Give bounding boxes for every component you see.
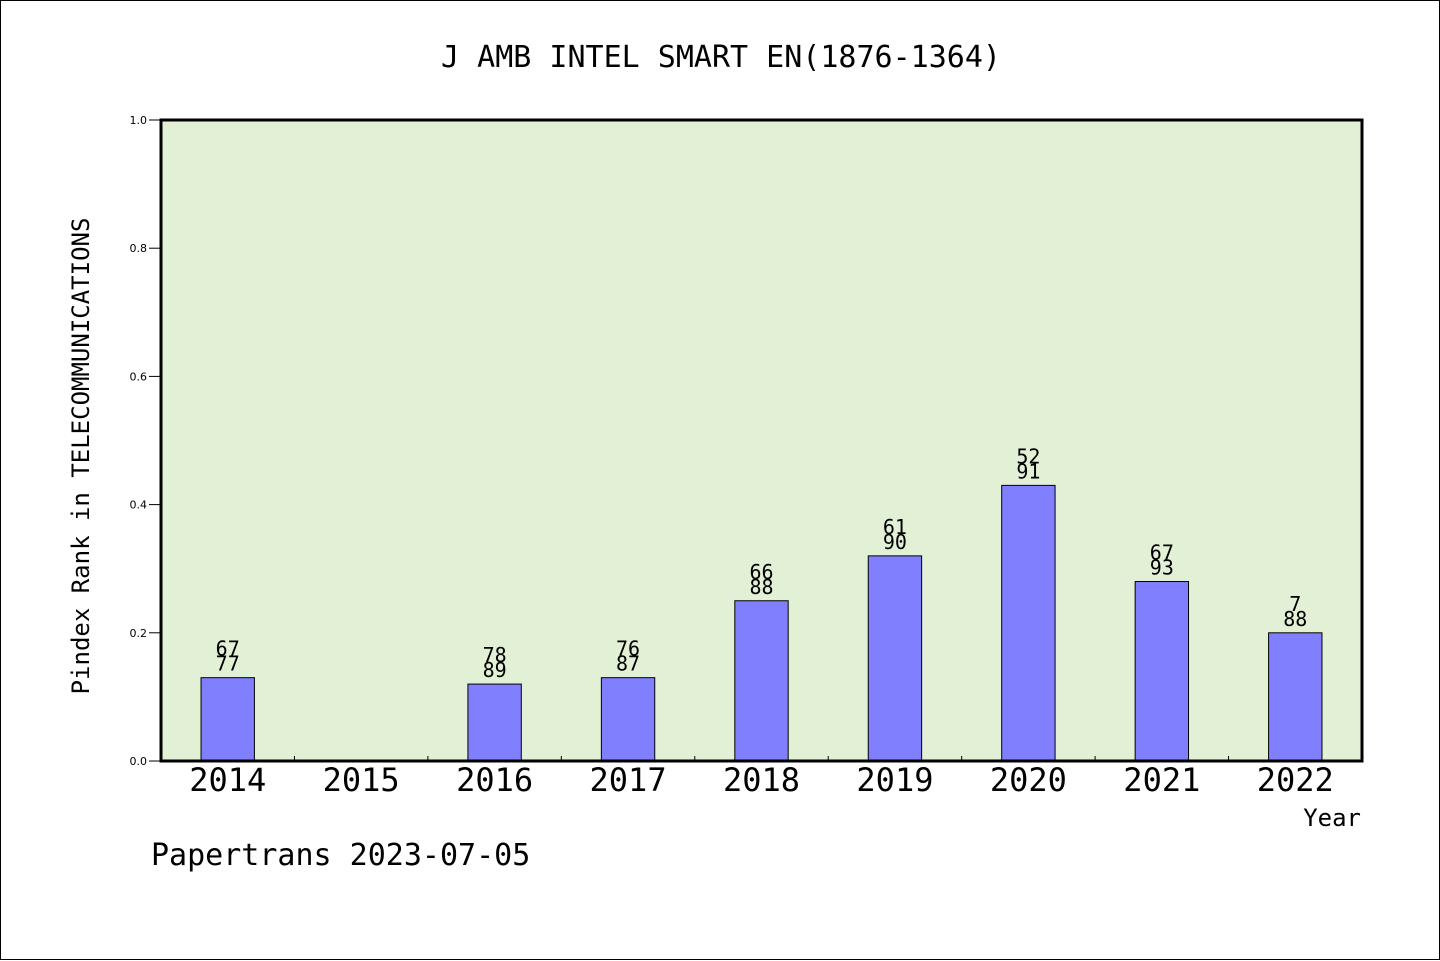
- x-tick-label-2018: 2018: [723, 761, 800, 799]
- bar-label-bottom-2016: 89: [483, 658, 507, 682]
- bar-label-bottom-2019: 90: [883, 530, 907, 554]
- bar-label-bottom-2021: 93: [1150, 556, 1174, 580]
- y-tick-label-0.8: 0.8: [130, 242, 148, 255]
- y-axis-label: Pindex Rank in TELECOMMUNICATIONS: [67, 218, 95, 695]
- x-tick-label-2021: 2021: [1123, 761, 1200, 799]
- y-tick-label-0.0: 0.0: [130, 755, 148, 768]
- bar-label-top-2019: 61: [883, 515, 907, 539]
- bar-label-top-2017: 76: [616, 637, 640, 661]
- bar-2021: [1134, 581, 1190, 762]
- y-tick-label-1.0: 1.0: [130, 114, 148, 127]
- x-tick-label-2017: 2017: [590, 761, 667, 799]
- bar-2016: [467, 683, 522, 762]
- bar-2014: [200, 677, 255, 762]
- bar-label-top-2014: 67: [216, 637, 240, 661]
- y-tick-label-0.4: 0.4: [130, 499, 148, 512]
- bar-2022: [1268, 632, 1323, 762]
- bar-2019: [867, 555, 923, 762]
- bar-label-top-2020: 52: [1016, 444, 1040, 468]
- bar-2018: [734, 600, 789, 762]
- x-tick-label-2014: 2014: [189, 761, 266, 799]
- x-tick-label-2015: 2015: [323, 761, 400, 799]
- bar-2020: [1001, 484, 1056, 762]
- x-tick-label-2016: 2016: [456, 761, 533, 799]
- bar-label-bottom-2022: 88: [1283, 607, 1307, 631]
- bar-label-top-2021: 67: [1150, 541, 1174, 565]
- bar-label-top-2018: 66: [749, 560, 773, 584]
- x-tick-label-2019: 2019: [856, 761, 933, 799]
- x-axis-label: Year: [1303, 804, 1361, 832]
- x-tick-label-2022: 2022: [1257, 761, 1334, 799]
- bar-label-bottom-2017: 87: [616, 652, 640, 676]
- y-axis: 0.0 0.2 0.4 0.6 0.8 1.0: [130, 114, 161, 768]
- y-tick-label-0.2: 0.2: [130, 627, 148, 640]
- x-tick-label-2020: 2020: [990, 761, 1067, 799]
- bar-2017: [600, 677, 656, 762]
- bar-label-top-2022: 7: [1289, 592, 1301, 616]
- y-tick-label-0.6: 0.6: [130, 370, 148, 383]
- bar-label-bottom-2014: 77: [216, 652, 240, 676]
- watermark-text: Papertrans 2023-07-05: [151, 838, 530, 873]
- plot-border: [159, 118, 1364, 763]
- bar-label-bottom-2020: 91: [1016, 459, 1040, 483]
- x-axis: 2014 2015 2016 2017 2018 2019 2020 2021 2022: [189, 756, 1334, 799]
- bar-label-bottom-2018: 88: [749, 575, 773, 599]
- bar-label-top-2016: 78: [483, 643, 507, 667]
- chart-title: J AMB INTEL SMART EN(1876-1364): [441, 40, 1001, 75]
